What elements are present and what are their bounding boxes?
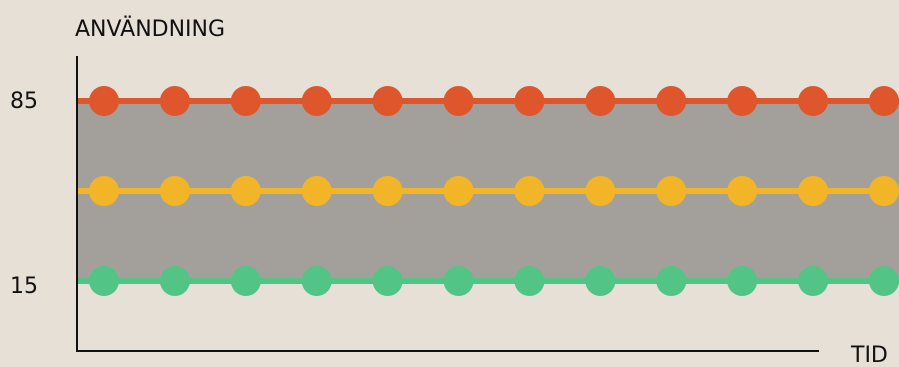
x-axis-label: TID bbox=[850, 343, 888, 367]
data-point bbox=[372, 266, 403, 296]
data-point bbox=[372, 86, 403, 116]
data-point bbox=[514, 176, 545, 206]
data-point bbox=[230, 176, 261, 206]
data-point bbox=[727, 176, 758, 206]
data-point bbox=[656, 86, 687, 116]
data-point bbox=[301, 176, 332, 206]
data-point bbox=[159, 176, 190, 206]
data-point bbox=[230, 266, 261, 296]
data-point bbox=[301, 86, 332, 116]
data-point bbox=[727, 86, 758, 116]
data-point bbox=[585, 176, 616, 206]
data-point bbox=[798, 176, 829, 206]
data-point bbox=[443, 176, 474, 206]
data-point bbox=[301, 266, 332, 296]
data-point bbox=[443, 266, 474, 296]
data-point bbox=[656, 176, 687, 206]
data-point bbox=[159, 266, 190, 296]
y-tick-label-15: 15 bbox=[10, 274, 38, 299]
data-point bbox=[159, 86, 190, 116]
data-point bbox=[869, 86, 899, 116]
y-axis-label: ANVÄNDNING bbox=[75, 16, 225, 42]
data-point bbox=[230, 86, 261, 116]
data-point bbox=[869, 176, 899, 206]
data-point bbox=[585, 266, 616, 296]
data-point bbox=[514, 86, 545, 116]
data-point bbox=[727, 266, 758, 296]
data-point bbox=[89, 86, 119, 116]
data-point bbox=[443, 86, 474, 116]
data-point bbox=[89, 176, 119, 206]
data-point bbox=[798, 266, 829, 296]
data-point bbox=[89, 266, 119, 296]
series-layer bbox=[77, 86, 899, 296]
data-point bbox=[656, 266, 687, 296]
data-point bbox=[798, 86, 829, 116]
data-point bbox=[514, 266, 545, 296]
data-point bbox=[585, 86, 616, 116]
y-tick-label-85: 85 bbox=[10, 89, 38, 114]
data-point bbox=[869, 266, 899, 296]
data-point bbox=[372, 176, 403, 206]
